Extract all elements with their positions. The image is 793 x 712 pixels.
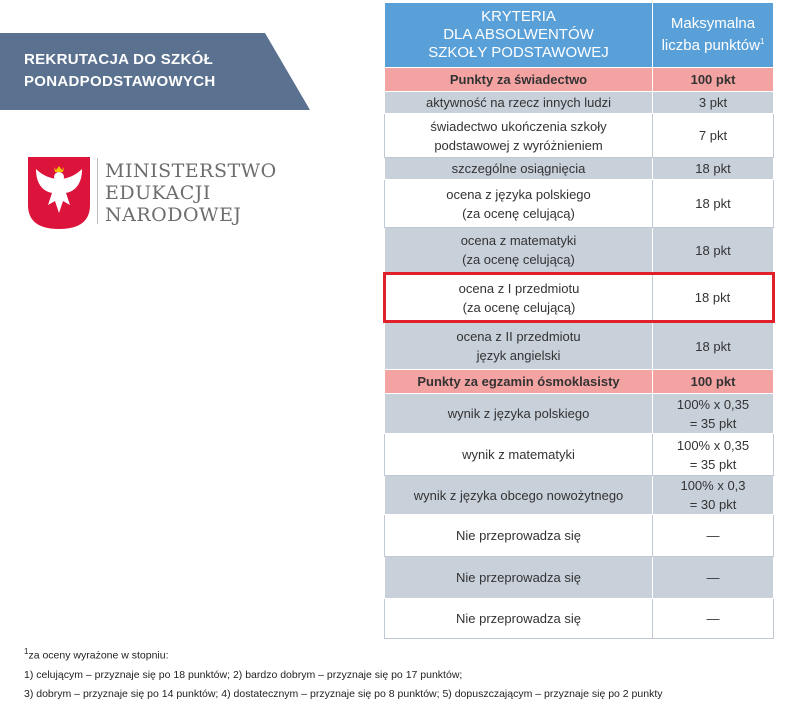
table-row: Punkty za egzamin ósmoklasisty 100 pkt (384, 369, 774, 394)
points-cell: 100% x 0,35 = 35 pkt (652, 393, 774, 434)
table-row: Nie przeprowadza się — (384, 514, 774, 557)
banner-line: REKRUTACJA DO SZKÓŁ (24, 51, 214, 68)
points-cell: 18 pkt (652, 179, 774, 228)
criterion-cell: wynik z matematyki (384, 433, 653, 476)
points-cell: — (652, 598, 774, 639)
points-cell: — (652, 556, 774, 599)
table-row: Nie przeprowadza się — (384, 598, 774, 639)
criterion-cell: ocena z II przedmiotu język angielski (384, 321, 653, 370)
table-row: ocena z matematyki (za ocenę celującą) 18… (384, 227, 774, 274)
table-row: ocena z I przedmiotu (za ocenę celującą)… (383, 272, 775, 323)
criterion-cell: aktywność na rzecz innych ludzi (384, 91, 653, 114)
points-cell: 100 pkt (652, 67, 774, 92)
criterion-cell: szczególne osiągnięcia (384, 157, 653, 180)
table-row: aktywność na rzecz innych ludzi 3 pkt (384, 91, 774, 114)
criterion-cell: ocena z matematyki (za ocenę celującą) (384, 227, 653, 274)
footnote-line: 3) dobrym – przyznaje się po 14 punktów;… (24, 687, 663, 700)
ministry-name: MINISTERSTWO EDUKACJI NARODOWEJ (105, 160, 277, 226)
points-cell: 3 pkt (652, 91, 774, 114)
criterion-cell: Punkty za egzamin ósmoklasisty (384, 369, 653, 394)
points-cell: — (652, 514, 774, 557)
emblem (28, 157, 90, 229)
footnote-line: 1) celującym – przyznaje się po 18 punkt… (24, 668, 463, 681)
points-cell: 18 pkt (652, 227, 774, 274)
banner-line: PONADPODSTAWOWYCH (24, 73, 216, 90)
criterion-cell: Nie przeprowadza się (384, 514, 653, 557)
table-row: szczególne osiągnięcia 18 pkt (384, 157, 774, 180)
points-cell: 100 pkt (652, 369, 774, 394)
points-cell: 18 pkt (652, 321, 774, 370)
criterion-cell: ocena z I przedmiotu (za ocenę celującą) (383, 272, 653, 323)
header-cell: KRYTERIA DLA ABSOLWENTÓW SZKOŁY PODSTAWO… (384, 2, 653, 68)
footnote-ref: 1 (759, 37, 765, 46)
criterion-cell: Punkty za świadectwo (384, 67, 653, 92)
points-cell: 100% x 0,3 = 30 pkt (652, 475, 774, 515)
criterion-cell: ocena z języka polskiego (za ocenę celuj… (384, 179, 653, 228)
table-row: wynik z języka polskiego 100% x 0,35 = 35… (384, 393, 774, 434)
table-row: Nie przeprowadza się — (384, 556, 774, 599)
ministry-line: MINISTERSTWO (105, 160, 277, 182)
ministry-line: NARODOWEJ (105, 204, 242, 226)
criterion-cell: świadectwo ukończenia szkoły podstawowej… (384, 113, 653, 158)
table-row: świadectwo ukończenia szkoły podstawowej… (384, 113, 774, 158)
criterion-cell: wynik z języka polskiego (384, 393, 653, 434)
footnote-line: 1za oceny wyrażone w stopniu: (24, 642, 663, 666)
ministry-line: EDUKACJI (105, 182, 211, 204)
divider (97, 158, 98, 224)
table-row: wynik z matematyki 100% x 0,35 = 35 pkt (384, 433, 774, 476)
points-cell: 18 pkt (652, 272, 775, 323)
points-cell: 18 pkt (652, 157, 774, 180)
banner (0, 33, 310, 110)
points-cell: 7 pkt (652, 113, 774, 158)
banner-title: REKRUTACJA DO SZKÓŁ PONADPODSTAWOWYCH (24, 49, 216, 93)
footnote-mark: 1 (24, 647, 29, 656)
footnotes: 1za oceny wyrażone w stopniu: 1) celując… (24, 642, 663, 704)
header-cell: Maksymalna liczba punktów1 (652, 2, 774, 68)
table-row: ocena z II przedmiotu język angielski 18 … (384, 321, 774, 370)
header-row: KRYTERIA DLA ABSOLWENTÓW SZKOŁY PODSTAWO… (384, 2, 774, 68)
criteria-table: KRYTERIA DLA ABSOLWENTÓW SZKOŁY PODSTAWO… (383, 2, 775, 639)
criterion-cell: Nie przeprowadza się (384, 556, 653, 599)
criterion-cell: wynik z języka obcego nowożytnego (384, 475, 653, 515)
table-row: ocena z języka polskiego (za ocenę celuj… (384, 179, 774, 228)
points-cell: 100% x 0,35 = 35 pkt (652, 433, 774, 476)
criterion-cell: Nie przeprowadza się (384, 598, 653, 639)
footnote-text: za oceny wyrażone w stopniu: (28, 649, 169, 662)
table-row: Punkty za świadectwo 100 pkt (384, 67, 774, 92)
table-row: wynik z języka obcego nowożytnego 100% x … (384, 475, 774, 515)
header-text: Maksymalna liczba punktów (661, 15, 760, 54)
